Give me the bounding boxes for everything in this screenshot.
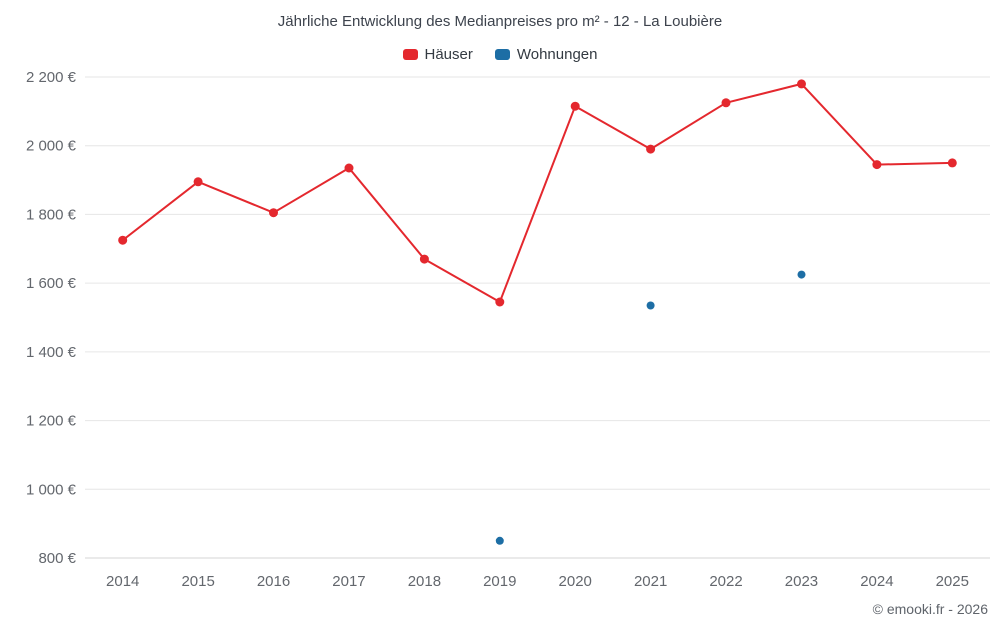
x-axis-tick-label: 2015 [181,573,214,590]
data-point-häuser[interactable] [118,235,128,245]
chart-title: Jährliche Entwicklung des Medianpreises … [277,13,723,30]
legend-label-haeuser: Häuser [424,46,473,63]
y-axis-tick-label: 1 400 € [26,344,77,361]
y-axis-tick-label: 2 000 € [26,138,77,155]
x-axis-tick-label: 2021 [634,573,667,590]
x-axis-tick-label: 2018 [408,573,441,590]
x-axis-tick-label: 2016 [257,573,290,590]
data-point-häuser[interactable] [193,177,203,187]
y-axis-tick-label: 1 800 € [26,206,77,223]
y-axis-tick-label: 1 000 € [26,481,77,498]
data-point-wohnungen[interactable] [797,270,806,279]
legend-item-haeuser[interactable]: Häuser [402,46,473,63]
x-axis-tick-label: 2019 [483,573,516,590]
x-axis-tick-label: 2022 [709,573,742,590]
x-axis-tick-label: 2025 [936,573,969,590]
x-axis-tick-label: 2020 [559,573,592,590]
data-point-wohnungen[interactable] [646,301,655,310]
legend-item-wohnungen[interactable]: Wohnungen [494,46,598,63]
legend-label-wohnungen: Wohnungen [516,46,598,63]
data-point-häuser[interactable] [646,144,656,154]
x-axis-tick-label: 2024 [860,573,893,590]
y-axis-tick-label: 1 600 € [26,275,77,292]
data-point-häuser[interactable] [872,160,882,170]
data-point-häuser[interactable] [344,163,354,173]
legend-swatch-haeuser [402,49,418,60]
data-point-häuser[interactable] [495,297,505,307]
data-point-häuser[interactable] [721,98,731,108]
y-axis-tick-label: 1 200 € [26,413,77,430]
legend: Häuser Wohnungen [0,46,1000,63]
x-axis-tick-label: 2017 [332,573,365,590]
data-point-häuser[interactable] [419,254,429,264]
copyright-text: © emooki.fr - 2026 [872,601,988,617]
data-point-häuser[interactable] [269,208,278,218]
x-axis-tick-label: 2014 [106,573,139,590]
series-line-häuser [121,82,954,303]
legend-swatch-wohnungen [494,49,510,60]
data-point-wohnungen[interactable] [495,536,504,545]
y-axis-tick-label: 800 € [38,550,76,567]
x-axis-tick-label: 2023 [785,573,818,590]
data-point-häuser[interactable] [570,101,580,111]
y-axis-tick-label: 2 200 € [26,69,77,86]
data-point-häuser[interactable] [947,158,957,168]
data-point-häuser[interactable] [797,79,806,89]
